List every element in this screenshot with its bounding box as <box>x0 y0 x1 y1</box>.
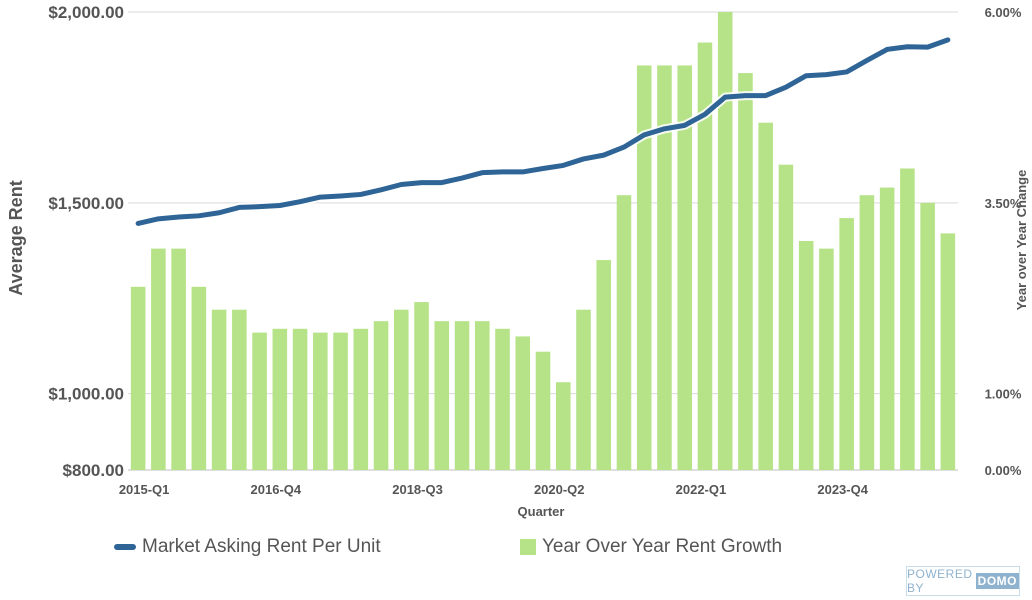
bar[interactable] <box>171 248 186 470</box>
bar[interactable] <box>394 309 409 470</box>
line-halo <box>133 35 953 228</box>
line-series <box>133 35 953 228</box>
bar[interactable] <box>353 328 369 470</box>
bar[interactable] <box>940 233 956 470</box>
right-tick-label: 6.00% <box>985 5 1022 20</box>
bar[interactable] <box>576 309 591 470</box>
left-tick-label: $1,500.00 <box>48 194 124 213</box>
rent-line[interactable] <box>135 37 951 226</box>
bar[interactable] <box>333 332 348 470</box>
left-tick-label: $1,000.00 <box>48 385 124 404</box>
powered-by-badge[interactable]: POWERED BY DOMO <box>906 566 1020 596</box>
bar[interactable] <box>839 218 854 470</box>
right-tick-label: 1.00% <box>985 387 1022 402</box>
bar[interactable] <box>778 164 794 470</box>
bar[interactable] <box>191 286 207 470</box>
legend-label-line: Market Asking Rent Per Unit <box>142 536 381 557</box>
bar[interactable] <box>151 248 166 470</box>
x-tick-label: 2023-Q4 <box>817 482 868 497</box>
bar[interactable] <box>596 260 612 470</box>
bar[interactable] <box>616 195 632 470</box>
bar-series <box>130 12 956 471</box>
bar[interactable] <box>636 65 652 470</box>
left-tick-label: $800.00 <box>63 461 124 480</box>
bar[interactable] <box>859 195 875 470</box>
x-tick-label: 2016-Q4 <box>251 482 302 497</box>
bar[interactable] <box>920 202 935 471</box>
right-axis-title: Year over Year Change <box>1014 170 1029 311</box>
bar[interactable] <box>130 286 146 470</box>
bar[interactable] <box>313 332 328 470</box>
bar[interactable] <box>819 248 834 470</box>
bar[interactable] <box>798 241 814 470</box>
right-axis: 0.00% 1.00% 3.50% 6.00% <box>985 5 1022 478</box>
bar[interactable] <box>758 122 773 470</box>
left-tick-label: $2,000.00 <box>48 3 124 22</box>
left-axis-title: Average Rent <box>6 180 26 295</box>
right-tick-label: 3.50% <box>985 196 1022 211</box>
right-tick-label: 0.00% <box>985 463 1022 478</box>
legend-bar-swatch <box>520 539 536 555</box>
bar[interactable] <box>272 328 288 470</box>
legend-line-swatch <box>114 544 136 550</box>
chart-canvas: $800.00 $1,000.00 $1,500.00 $2,000.00 0.00%… <box>6 3 1029 519</box>
bar[interactable] <box>373 321 389 470</box>
bar[interactable] <box>211 309 227 470</box>
bar[interactable] <box>292 328 308 470</box>
legend-item-line[interactable]: Market Asking Rent Per Unit <box>114 536 381 558</box>
powered-by-text: POWERED BY <box>907 567 973 595</box>
bar[interactable] <box>879 187 895 471</box>
bar[interactable] <box>454 321 470 470</box>
bar[interactable] <box>232 309 247 470</box>
bar[interactable] <box>495 328 510 470</box>
bar[interactable] <box>252 332 267 470</box>
legend-item-bar[interactable]: Year Over Year Rent Growth <box>520 536 782 558</box>
bar[interactable] <box>677 65 692 470</box>
bar[interactable] <box>414 302 429 470</box>
x-tick-label: 2015-Q1 <box>119 482 170 497</box>
x-axis: 2015-Q1 2016-Q4 2018-Q3 2020-Q2 2022-Q1 2023-… <box>119 482 869 497</box>
bar[interactable] <box>555 382 571 470</box>
bar[interactable] <box>474 321 490 470</box>
x-axis-title: Quarter <box>518 504 565 519</box>
bar[interactable] <box>515 336 531 470</box>
legend-label-bar: Year Over Year Rent Growth <box>542 536 783 557</box>
x-tick-label: 2022-Q1 <box>676 482 727 497</box>
left-axis: $800.00 $1,000.00 $1,500.00 $2,000.00 <box>48 3 124 480</box>
x-tick-label: 2020-Q2 <box>534 482 585 497</box>
domo-logo: DOMO <box>975 573 1019 589</box>
x-tick-label: 2018-Q3 <box>392 482 443 497</box>
bar[interactable] <box>657 65 672 470</box>
bar[interactable] <box>900 168 915 470</box>
bar[interactable] <box>535 351 551 470</box>
bar[interactable] <box>434 321 450 470</box>
legend: Market Asking Rent Per Unit Year Over Ye… <box>0 536 1032 564</box>
bar[interactable] <box>738 73 753 471</box>
bar[interactable] <box>717 12 733 470</box>
bar[interactable] <box>697 42 713 471</box>
